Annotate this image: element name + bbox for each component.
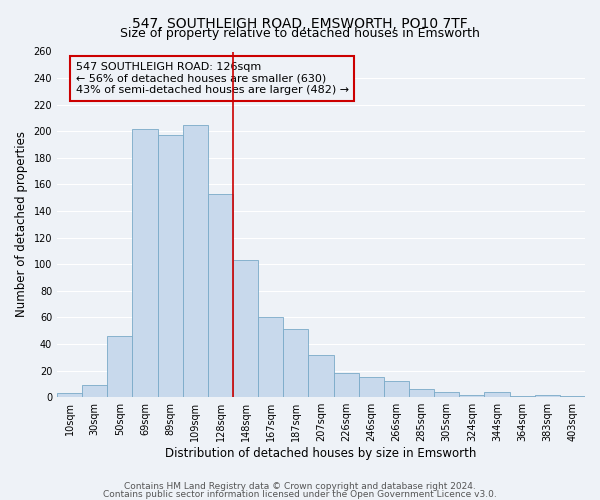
Text: Size of property relative to detached houses in Emsworth: Size of property relative to detached ho… bbox=[120, 28, 480, 40]
Bar bbox=[459, 394, 484, 397]
Bar bbox=[384, 382, 409, 397]
Bar bbox=[484, 392, 509, 397]
Bar bbox=[57, 393, 82, 397]
Bar bbox=[560, 396, 585, 397]
Bar bbox=[509, 396, 535, 397]
Bar bbox=[82, 385, 107, 397]
Bar bbox=[409, 389, 434, 397]
Bar bbox=[535, 394, 560, 397]
Bar bbox=[434, 392, 459, 397]
Bar bbox=[208, 194, 233, 397]
Bar bbox=[158, 136, 183, 397]
Bar bbox=[283, 330, 308, 397]
Bar bbox=[308, 354, 334, 397]
X-axis label: Distribution of detached houses by size in Emsworth: Distribution of detached houses by size … bbox=[166, 447, 477, 460]
Bar bbox=[334, 374, 359, 397]
Y-axis label: Number of detached properties: Number of detached properties bbox=[15, 132, 28, 318]
Bar bbox=[233, 260, 258, 397]
Text: Contains HM Land Registry data © Crown copyright and database right 2024.: Contains HM Land Registry data © Crown c… bbox=[124, 482, 476, 491]
Bar bbox=[258, 318, 283, 397]
Text: 547 SOUTHLEIGH ROAD: 126sqm
← 56% of detached houses are smaller (630)
43% of se: 547 SOUTHLEIGH ROAD: 126sqm ← 56% of det… bbox=[76, 62, 349, 95]
Bar bbox=[133, 128, 158, 397]
Text: Contains public sector information licensed under the Open Government Licence v3: Contains public sector information licen… bbox=[103, 490, 497, 499]
Bar bbox=[359, 378, 384, 397]
Bar bbox=[107, 336, 133, 397]
Bar bbox=[183, 124, 208, 397]
Text: 547, SOUTHLEIGH ROAD, EMSWORTH, PO10 7TF: 547, SOUTHLEIGH ROAD, EMSWORTH, PO10 7TF bbox=[132, 18, 468, 32]
